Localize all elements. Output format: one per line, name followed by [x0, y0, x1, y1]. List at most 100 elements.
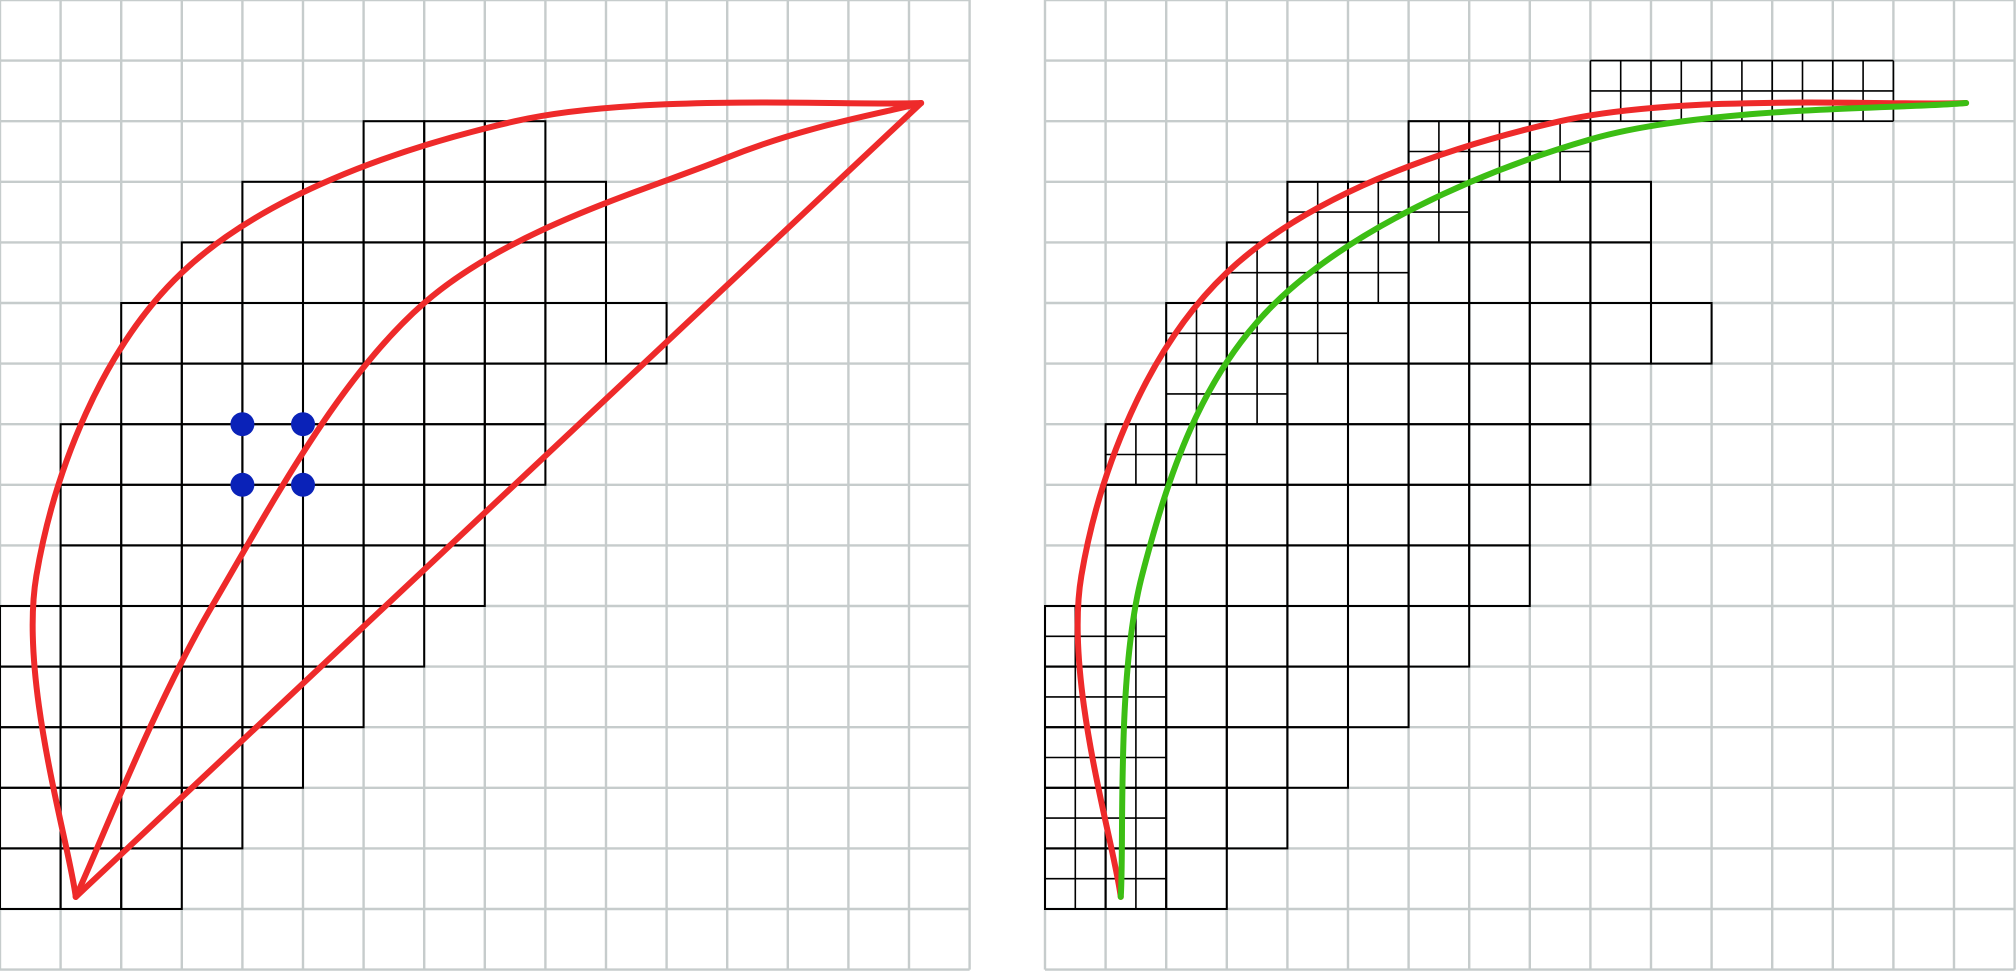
active-cells: [0, 120, 668, 911]
active-cell: [1589, 241, 1653, 304]
active-cell: [1225, 786, 1289, 850]
active-cell: [180, 544, 244, 608]
active-cell: [423, 544, 486, 608]
active-cell: [1407, 483, 1471, 547]
active-cell: [241, 544, 304, 608]
active-cell: [241, 726, 304, 789]
active-cell: [1347, 423, 1410, 486]
active-cell: [180, 423, 244, 486]
active-cell: [1407, 362, 1471, 426]
active-cell: [1225, 726, 1289, 789]
active-cell: [120, 362, 183, 426]
marker-dot: [230, 412, 255, 437]
active-cell: [1468, 241, 1531, 304]
active-cell: [302, 483, 365, 547]
active-cell: [1468, 362, 1531, 426]
active-cell: [1347, 544, 1410, 608]
active-cell: [1528, 241, 1592, 304]
active-cell: [483, 423, 547, 486]
active-cell: [1468, 423, 1531, 486]
active-cell: [362, 483, 426, 547]
active-cell: [1347, 302, 1410, 365]
curves: [1074, 99, 1970, 900]
lower-boundary-curve: [72, 100, 925, 900]
active-cell: [544, 302, 608, 365]
active-cell: [120, 605, 183, 668]
active-cell: [1286, 362, 1350, 426]
active-cell: [1650, 302, 1713, 365]
active-cell: [1528, 423, 1592, 486]
active-cell: [362, 423, 426, 486]
active-cell: [180, 241, 244, 304]
active-cell: [59, 665, 123, 729]
active-cell: [241, 605, 304, 668]
active-cell: [544, 241, 608, 304]
active-cell: [423, 362, 486, 426]
active-cell: [59, 483, 123, 547]
active-cell: [362, 362, 426, 426]
active-cell: [241, 362, 304, 426]
marker-dot: [291, 412, 315, 437]
active-cell: [362, 180, 426, 244]
active-cell: [302, 241, 365, 304]
active-cell: [180, 302, 244, 365]
active-cell: [1225, 605, 1289, 668]
active-cell: [180, 786, 244, 850]
active-cell: [1165, 786, 1228, 850]
active-cell: [423, 423, 486, 486]
active-cell: [120, 847, 183, 911]
active-cell: [180, 483, 244, 547]
active-cell: [1347, 665, 1410, 729]
active-cell: [1286, 726, 1350, 789]
active-cell: [423, 483, 486, 547]
left-panel: [0, 0, 971, 971]
active-cell: [1286, 483, 1350, 547]
active-cell: [241, 241, 304, 304]
active-cell: [1407, 544, 1471, 608]
active-cell: [483, 362, 547, 426]
active-cell: [362, 241, 426, 304]
active-cell: [180, 665, 244, 729]
active-cell: [1286, 665, 1350, 729]
active-cell: [483, 302, 547, 365]
active-cell: [59, 605, 123, 668]
active-cell: [59, 726, 123, 789]
active-cell: [1407, 423, 1471, 486]
marker-dot: [230, 472, 255, 497]
active-cell: [1225, 665, 1289, 729]
right-panel: [1043, 0, 2016, 971]
active-cell: [423, 302, 486, 365]
middle-curve: [72, 100, 925, 900]
active-cell: [1165, 726, 1228, 789]
active-cell: [1225, 423, 1289, 486]
upper-boundary-curve: [29, 99, 925, 900]
active-cell: [120, 423, 183, 486]
active-cell: [1468, 483, 1531, 547]
active-cell: [120, 483, 183, 547]
active-cell: [362, 605, 426, 668]
active-cell: [302, 423, 365, 486]
active-cell: [1286, 605, 1350, 668]
active-cell: [59, 544, 123, 608]
active-cell: [120, 786, 183, 850]
active-cell: [483, 120, 547, 183]
active-cell: [1286, 544, 1350, 608]
active-cell: [1165, 665, 1228, 729]
active-cell: [1528, 302, 1592, 365]
active-cell: [1225, 544, 1289, 608]
active-cell: [1347, 483, 1410, 547]
active-cell: [1347, 605, 1410, 668]
active-cell: [1165, 544, 1228, 608]
marker-dot: [291, 472, 315, 497]
active-cell: [1407, 605, 1471, 668]
refined-cells: [1044, 59, 1895, 910]
active-cell: [302, 362, 365, 426]
active-cell: [0, 786, 62, 850]
active-cell: [1589, 180, 1653, 244]
active-cell: [1286, 423, 1350, 486]
active-cell: [241, 180, 304, 244]
active-cell: [1528, 180, 1592, 244]
active-cell: [241, 302, 304, 365]
active-cell: [302, 665, 365, 729]
active-cell: [1468, 302, 1531, 365]
